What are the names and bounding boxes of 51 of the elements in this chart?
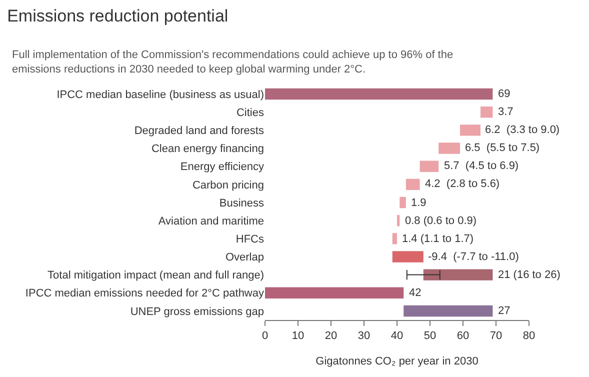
y-tick-label: IPCC median emissions needed for 2°C pathway xyxy=(25,288,264,300)
chart-subtitle: Full implementation of the Commission's recommendations could achieve up to 96% of the emissions reductions in 2030 needed to keep global warming under 2°C. xyxy=(12,49,454,76)
y-tick-label: UNEP gross emissions gap xyxy=(130,306,264,318)
x-tick-label: 50 xyxy=(424,330,436,342)
y-tick-label: IPCC median baseline (business as usual) xyxy=(56,88,264,101)
bar xyxy=(397,214,400,226)
data-label: 1.9 xyxy=(411,197,426,209)
data-label: 1.4 (1.1 to 1.7) xyxy=(402,233,474,245)
y-tick-label: HFCs xyxy=(236,234,264,246)
bar xyxy=(420,160,439,172)
bar xyxy=(423,269,493,280)
y-tick-label: Overlap xyxy=(225,252,264,264)
data-label: 27 xyxy=(498,305,510,317)
y-tick-label: Degraded land and forests xyxy=(134,125,264,138)
x-tick-label: 60 xyxy=(456,330,470,342)
x-tick-label: 80 xyxy=(522,330,536,342)
bar xyxy=(265,287,404,298)
data-label: 69 xyxy=(498,88,510,100)
data-label: 42 xyxy=(409,287,422,299)
y-tick-label: Carbon pricing xyxy=(192,179,264,192)
x-tick-label: 10 xyxy=(292,330,304,342)
bar xyxy=(392,233,397,244)
x-tick-label: 30 xyxy=(358,330,370,342)
y-tick-label: Clean energy financing xyxy=(151,143,264,156)
y-tick-label: Aviation and maritime xyxy=(158,215,264,228)
y-tick-label: Cities xyxy=(236,106,264,119)
bar xyxy=(480,106,493,118)
data-label: -9.4 (-7.7 to -11.0) xyxy=(428,251,519,263)
bar xyxy=(265,88,493,100)
x-axis-title: Gigatonnes CO₂ per year in 2030 xyxy=(316,355,478,368)
data-label: 21 (16 to 26) xyxy=(498,269,560,281)
bar xyxy=(400,196,406,208)
y-tick-label: Energy efficiency xyxy=(180,161,264,174)
bar xyxy=(392,251,424,262)
bar xyxy=(404,305,493,317)
bar xyxy=(460,124,480,136)
data-label: 6.5 (5.5 to 7.5) xyxy=(465,142,540,154)
bar xyxy=(406,178,420,190)
data-label: 3.7 xyxy=(498,106,514,118)
x-tick-label: 20 xyxy=(324,330,338,342)
data-label: 0.8 (0.6 to 0.9) xyxy=(405,215,477,227)
x-tick-label: 40 xyxy=(390,330,404,342)
data-label: 5.7 (4.5 to 6.9) xyxy=(444,160,519,172)
x-tick-label: 0 xyxy=(262,330,268,342)
bar xyxy=(438,142,460,154)
data-label: 4.2 (2.8 to 5.6) xyxy=(425,178,500,190)
text: Emissions reduction potential xyxy=(7,6,228,26)
y-tick-label: Total mitigation impact (mean and full range) xyxy=(48,270,264,282)
data-label: 6.2 (3.3 to 9.0) xyxy=(485,124,560,136)
x-tick-label: 70 xyxy=(490,330,502,342)
y-tick-label: Business xyxy=(219,197,264,210)
